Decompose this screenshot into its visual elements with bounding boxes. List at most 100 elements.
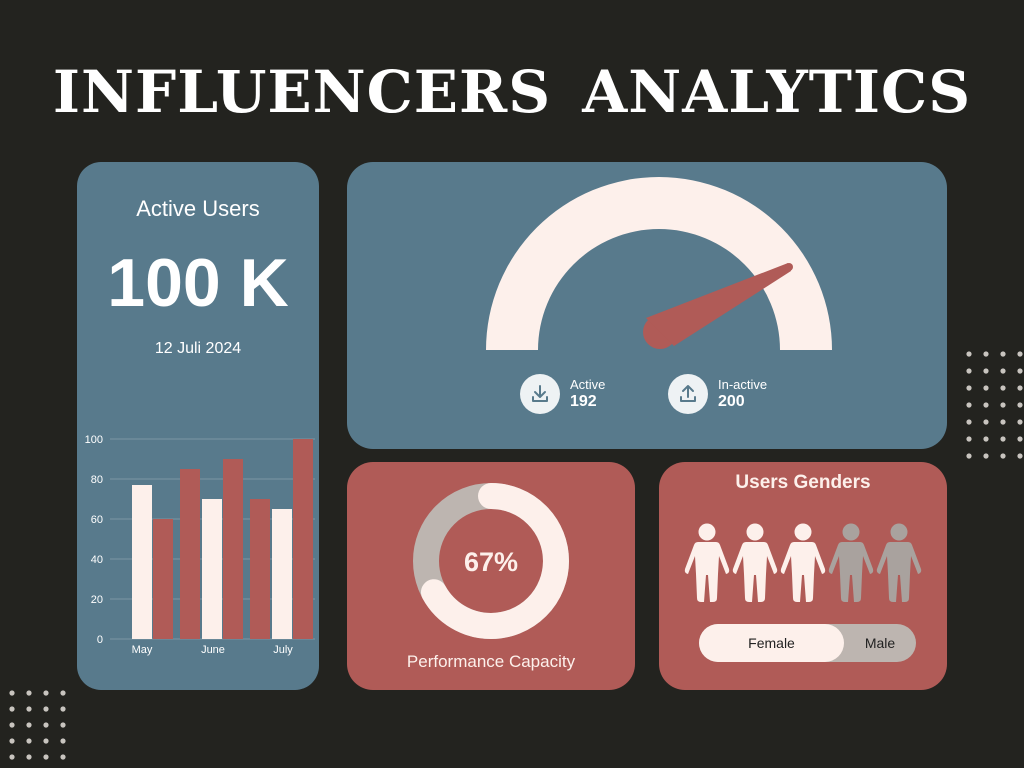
decorative-dot (983, 351, 989, 357)
decorative-dot (60, 738, 66, 744)
decorative-dot (983, 436, 989, 442)
y-tick-label: 60 (91, 514, 103, 526)
decorative-dot (43, 754, 49, 760)
decorative-dot (43, 690, 49, 696)
decorative-dot (1000, 436, 1006, 442)
decorative-dot (43, 722, 49, 728)
y-tick-label: 40 (91, 554, 103, 566)
decorative-dot (983, 419, 989, 425)
performance-donut: 67% (413, 483, 569, 639)
male-person-icon (876, 523, 922, 602)
y-tick-label: 20 (91, 594, 103, 606)
decorative-dot (966, 351, 972, 357)
decorative-dot (9, 690, 15, 696)
gauge-arc (486, 177, 832, 350)
bar-june (180, 469, 200, 639)
legend-inactive-value: 200 (718, 393, 745, 411)
decorative-dot (9, 706, 15, 712)
female-person-icon (732, 523, 778, 602)
legend-active: Active 192 (520, 374, 605, 414)
decorative-dot (43, 706, 49, 712)
decorative-dot (9, 754, 15, 760)
decorative-dot (1017, 453, 1023, 459)
decorative-dot (966, 368, 972, 374)
legend-inactive: In-active 200 (668, 374, 767, 414)
gender-title: Users Genders (735, 472, 871, 493)
decorative-dot (9, 738, 15, 744)
bar-may (132, 485, 152, 639)
bar-may (153, 519, 173, 639)
decorative-dot (983, 385, 989, 391)
decorative-dot (1017, 368, 1023, 374)
decorative-dot (966, 385, 972, 391)
decorative-dot (966, 419, 972, 425)
gauge-card: Active 192 In-active 200 (347, 162, 947, 449)
decorative-dot (26, 754, 32, 760)
donut-progress (413, 483, 569, 639)
decorative-dot (43, 738, 49, 744)
download-icon (520, 374, 560, 414)
bar-july (272, 509, 292, 639)
active-users-value: 100 K (107, 245, 289, 321)
page-title: INFLUENCERS ANALYTICS (52, 58, 972, 126)
decorative-dot (1000, 385, 1006, 391)
decorative-dot (1000, 351, 1006, 357)
y-tick-label: 0 (97, 634, 103, 646)
decorative-dot (966, 436, 972, 442)
x-category-label: May (132, 644, 153, 656)
performance-label: Performance Capacity (406, 652, 576, 671)
decorative-dot (1017, 351, 1023, 357)
decorative-dot (983, 368, 989, 374)
bar-july (250, 499, 270, 639)
decorative-dot (1017, 402, 1023, 408)
decorative-dot (26, 722, 32, 728)
decorative-dot (1017, 436, 1023, 442)
monthly-bar-chart: 0 20 40 60 80 100 May June July (85, 434, 315, 656)
y-tick-label: 100 (85, 434, 103, 446)
legend-inactive-label: In-active (718, 376, 768, 392)
female-person-icon (780, 523, 826, 602)
decorative-dot (1000, 453, 1006, 459)
decorative-dots-left (9, 690, 66, 760)
male-person-icon (828, 523, 874, 602)
legend-active-label: Active (570, 376, 606, 392)
decorative-dot (1000, 368, 1006, 374)
decorative-dot (983, 453, 989, 459)
performance-card: 67% Performance Capacity (347, 462, 635, 690)
bar-june (223, 459, 243, 639)
decorative-dot (1017, 385, 1023, 391)
x-category-label: July (273, 644, 293, 656)
x-category-label: June (201, 644, 225, 656)
gauge-needle (643, 263, 793, 349)
decorative-dot (1000, 402, 1006, 408)
bar-june (202, 499, 222, 639)
decorative-dot (60, 722, 66, 728)
decorative-dots-right (966, 351, 1023, 459)
decorative-dot (26, 738, 32, 744)
decorative-dot (26, 690, 32, 696)
decorative-dot (1017, 419, 1023, 425)
decorative-dot (9, 722, 15, 728)
active-users-label: Active Users (136, 196, 260, 221)
active-users-date: 12 Juli 2024 (154, 340, 242, 357)
legend-active-value: 192 (570, 393, 597, 411)
performance-percent: 67% (464, 547, 518, 577)
male-toggle-option[interactable]: Male (864, 635, 896, 651)
female-toggle-option[interactable]: Female (699, 624, 844, 662)
decorative-dot (60, 690, 66, 696)
upload-icon (668, 374, 708, 414)
decorative-dot (60, 706, 66, 712)
speedometer-gauge (486, 177, 832, 350)
gender-toggle[interactable]: Female Male (699, 624, 916, 662)
decorative-dot (966, 402, 972, 408)
y-tick-label: 80 (91, 474, 103, 486)
gender-figures (684, 523, 922, 602)
decorative-dot (983, 402, 989, 408)
female-person-icon (684, 523, 730, 602)
decorative-dot (966, 453, 972, 459)
decorative-dot (60, 754, 66, 760)
bar-july (293, 439, 313, 639)
decorative-dot (26, 706, 32, 712)
gender-card: Users Genders Female Male (659, 462, 947, 690)
decorative-dot (1000, 419, 1006, 425)
